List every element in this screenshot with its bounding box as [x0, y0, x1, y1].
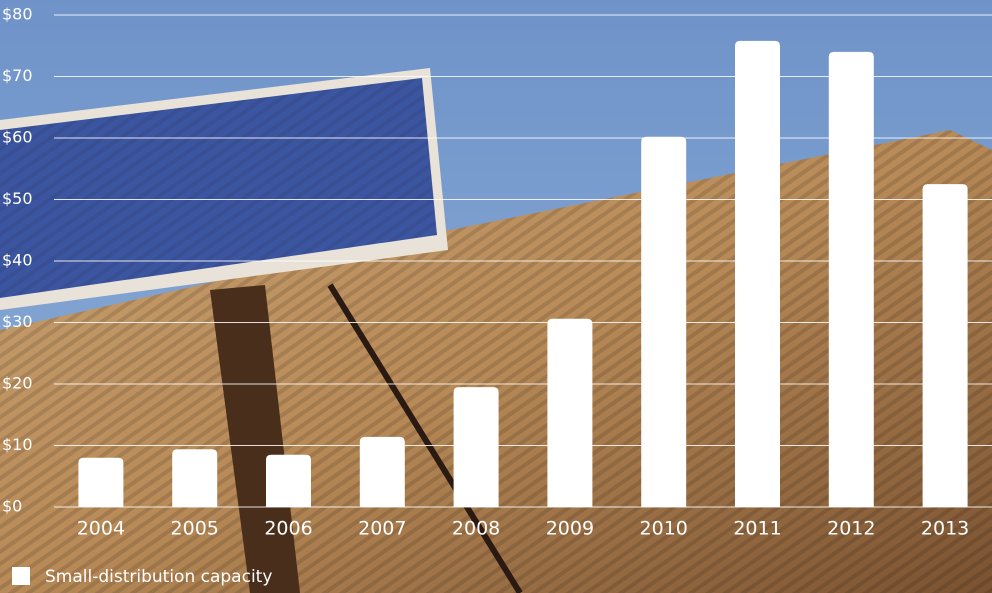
x-tick-label: 2006: [264, 518, 312, 540]
y-tick-label: $50: [2, 189, 33, 208]
bar: [547, 318, 593, 507]
y-tick-label: $20: [2, 374, 33, 393]
x-tick-label: 2012: [827, 518, 875, 540]
bar: [453, 387, 499, 507]
y-tick-label: $70: [2, 66, 33, 85]
bar: [828, 51, 874, 508]
y-tick-label: $10: [2, 435, 33, 454]
legend-label: Small-distribution capacity: [45, 567, 272, 587]
bar: [735, 40, 780, 507]
legend-swatch: [12, 567, 30, 585]
y-tick-label: $0: [2, 497, 22, 516]
y-tick-label: $30: [2, 312, 33, 331]
y-tick-label: $40: [2, 251, 33, 270]
bar: [359, 436, 405, 507]
bar: [266, 454, 311, 507]
x-tick-label: 2008: [452, 518, 500, 540]
x-tick-label: 2009: [546, 518, 594, 540]
bar: [641, 136, 687, 507]
x-tick-label: 2011: [733, 518, 781, 540]
x-tick-label: 2007: [358, 518, 406, 540]
y-tick-label: $60: [2, 128, 33, 147]
x-tick-label: 2013: [921, 518, 969, 540]
y-tick-label: $80: [2, 5, 33, 24]
bar: [172, 449, 218, 507]
bar: [922, 184, 968, 507]
bar: [78, 457, 124, 507]
x-tick-label: 2010: [640, 518, 688, 540]
x-tick-label: 2005: [171, 518, 219, 540]
x-tick-label: 2004: [77, 518, 125, 540]
